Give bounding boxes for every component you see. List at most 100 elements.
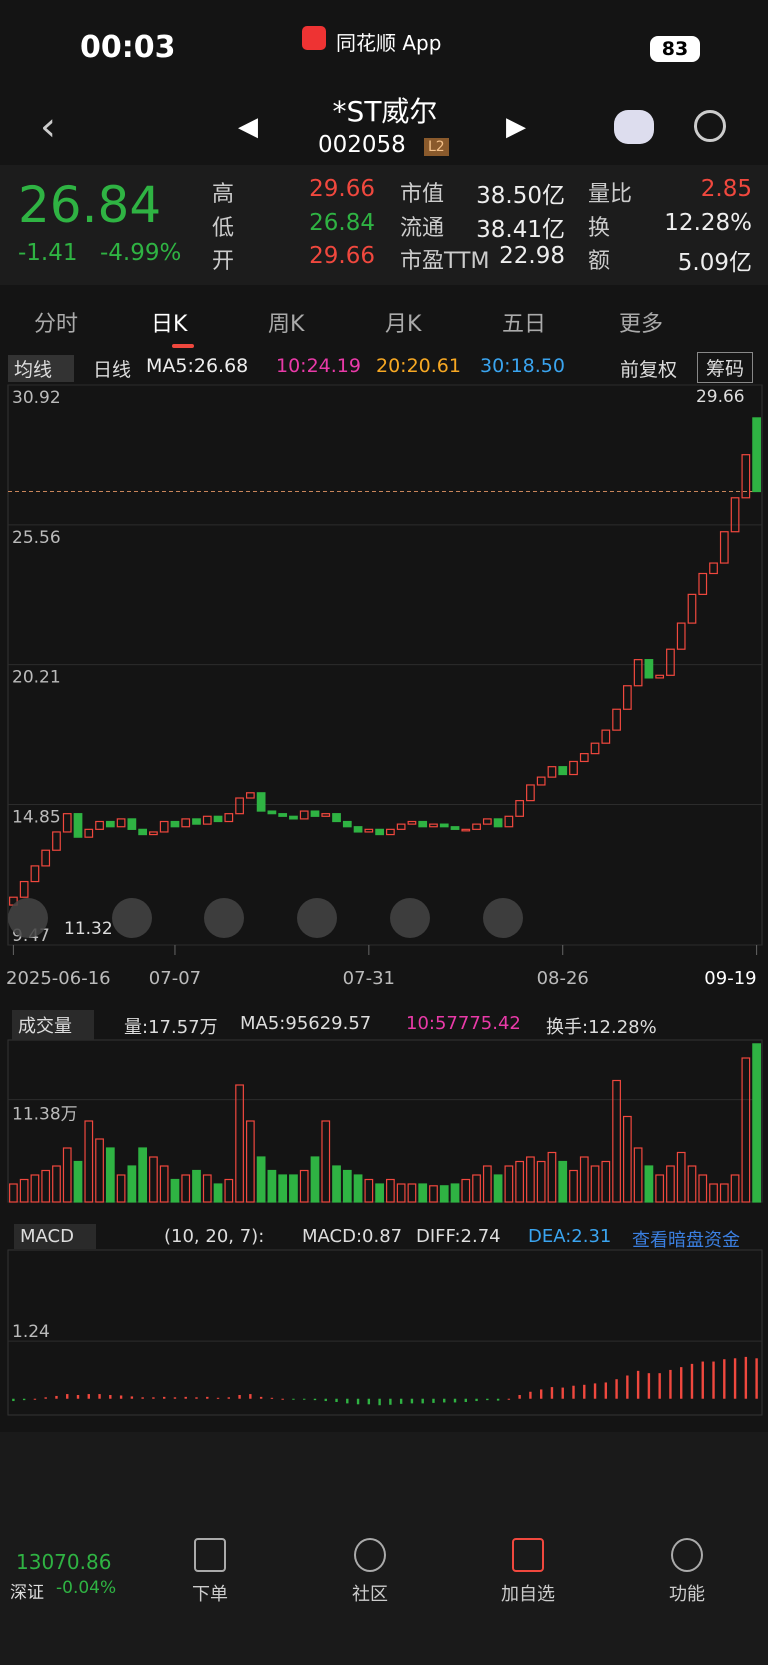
macd-bar xyxy=(507,1398,511,1400)
macd-bar xyxy=(335,1398,338,1402)
volume-bar xyxy=(386,1178,395,1203)
candle xyxy=(396,823,406,830)
volume-bar xyxy=(159,1165,169,1203)
quote-panel xyxy=(0,165,768,285)
macd-bar xyxy=(184,1396,187,1399)
candle xyxy=(439,823,449,828)
candle xyxy=(245,792,255,799)
nav-icon[interactable] xyxy=(354,1538,386,1572)
macd-bar xyxy=(669,1369,672,1399)
stat-label: 流通 xyxy=(400,216,445,241)
volume-bar xyxy=(644,1165,654,1203)
macd-bar xyxy=(744,1356,748,1399)
dark-pool-link[interactable]: 查看暗盘资金 xyxy=(632,1230,740,1251)
volume-bar xyxy=(278,1174,288,1203)
tab[interactable]: 日K xyxy=(151,312,188,337)
stat-label: 市值 xyxy=(400,182,445,207)
nav-label[interactable]: 下单 xyxy=(192,1584,228,1605)
volume-bar xyxy=(515,1160,525,1203)
volume-bar xyxy=(245,1120,255,1203)
volume-bar xyxy=(342,1169,352,1203)
macd-bar xyxy=(604,1382,608,1399)
app-name: 同花顺 App xyxy=(336,31,442,55)
nav-icon[interactable] xyxy=(671,1538,703,1572)
robot[interactable] xyxy=(614,110,654,144)
macd-bar xyxy=(173,1397,177,1399)
macd-bar xyxy=(518,1395,521,1399)
stat-value: 38.50亿 xyxy=(476,183,565,209)
ma-select[interactable]: 均线 xyxy=(8,355,75,382)
candle xyxy=(19,880,29,898)
back[interactable]: ‹ xyxy=(40,104,56,150)
macd-bar xyxy=(583,1384,586,1399)
adjust[interactable]: 前复权 xyxy=(620,359,678,381)
nav-icon[interactable] xyxy=(512,1538,544,1572)
macd-bar xyxy=(712,1361,715,1399)
search[interactable] xyxy=(694,110,726,142)
candle xyxy=(138,828,148,836)
nav-label[interactable]: 加自选 xyxy=(501,1584,555,1605)
macd-frame xyxy=(7,1249,763,1416)
nav-label[interactable]: 功能 xyxy=(669,1584,705,1605)
candle xyxy=(461,828,471,832)
macd-bar xyxy=(206,1396,209,1399)
change-pct: -4.99% xyxy=(100,240,182,266)
tab[interactable]: 周K xyxy=(268,312,305,337)
macd-bar xyxy=(410,1398,414,1404)
volume-bar xyxy=(558,1160,568,1203)
macd-bar xyxy=(453,1398,457,1403)
volume-bar xyxy=(461,1178,471,1203)
candle xyxy=(170,820,180,828)
next[interactable]: ▶ xyxy=(506,112,526,142)
volume-bar xyxy=(407,1183,417,1203)
volume-bar xyxy=(396,1183,406,1203)
macd-bar xyxy=(389,1398,392,1405)
chips[interactable]: 筹码 xyxy=(697,352,754,383)
macd-bar xyxy=(701,1361,704,1399)
candle xyxy=(332,813,341,823)
l2-badge: L2 xyxy=(424,138,449,156)
prev[interactable]: ◀ xyxy=(238,112,258,142)
candle xyxy=(159,820,169,833)
nav-label[interactable]: 社区 xyxy=(352,1584,388,1605)
volume-bar xyxy=(213,1183,223,1203)
stat-value: 38.41亿 xyxy=(476,217,565,243)
candle xyxy=(612,708,621,731)
y-tick-label: 30.92 xyxy=(12,388,61,408)
tab[interactable]: 月K xyxy=(385,312,422,337)
macd-bar xyxy=(733,1358,737,1399)
candle xyxy=(752,417,761,493)
volume-bar xyxy=(310,1156,320,1203)
candle xyxy=(73,813,83,838)
candle xyxy=(719,531,729,564)
vol-now: 量:17.57万 xyxy=(124,1017,218,1038)
vol-ma10: 10:57775.42 xyxy=(406,1013,521,1034)
volume-bar xyxy=(181,1174,191,1203)
y-tick-label: 14.85 xyxy=(12,808,61,828)
tab[interactable]: 五日 xyxy=(502,312,547,337)
y-tick-label: 25.56 xyxy=(12,528,61,548)
macd-bar xyxy=(475,1398,478,1402)
nav-icon[interactable] xyxy=(194,1538,226,1572)
macd-bar xyxy=(421,1398,424,1404)
x-tick-label: 07-31 xyxy=(343,968,395,989)
tab[interactable]: 更多 xyxy=(619,312,664,337)
volume-bar xyxy=(116,1174,126,1203)
vol-title[interactable]: 成交量 xyxy=(12,1010,94,1040)
stock-name: *ST威尔 xyxy=(332,95,438,128)
macd-bar xyxy=(367,1398,371,1405)
macd-bar xyxy=(270,1397,274,1399)
macd-bar xyxy=(76,1395,80,1399)
candle xyxy=(353,826,363,833)
macd-bar xyxy=(119,1395,123,1399)
volume-bar xyxy=(202,1174,212,1203)
x-tick-label: 09-19 xyxy=(704,968,756,989)
ma20: 20:20.61 xyxy=(376,355,461,377)
tab[interactable]: 分时 xyxy=(34,312,79,337)
turnover: 换手:12.28% xyxy=(546,1017,657,1038)
candle xyxy=(386,828,395,836)
volume-bar xyxy=(536,1160,546,1203)
macd-bar xyxy=(33,1398,37,1400)
macd-title[interactable]: MACD xyxy=(14,1224,96,1249)
